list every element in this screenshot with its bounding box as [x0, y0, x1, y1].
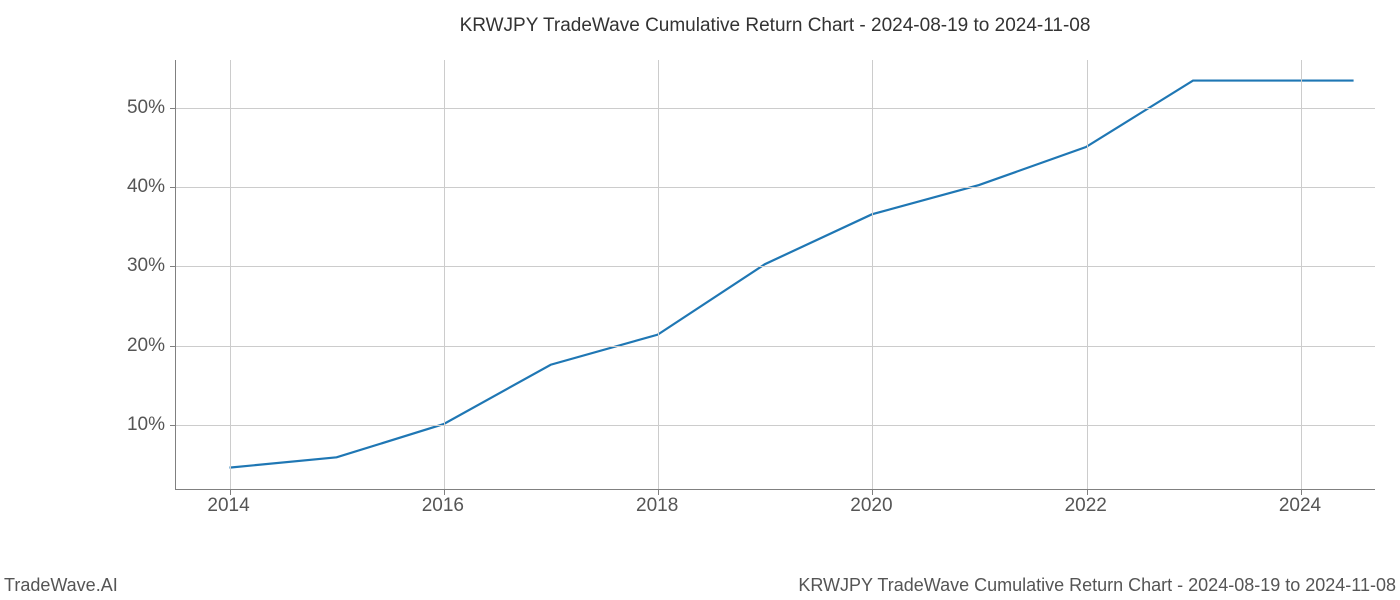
grid-line-vertical [230, 60, 231, 489]
grid-line-horizontal [176, 425, 1375, 426]
grid-line-horizontal [176, 266, 1375, 267]
grid-line-vertical [1087, 60, 1088, 489]
y-tick-label: 20% [105, 335, 165, 357]
chart-container: KRWJPY TradeWave Cumulative Return Chart… [175, 15, 1375, 545]
grid-line-vertical [658, 60, 659, 489]
x-tick-label: 2022 [1065, 495, 1107, 517]
y-tick-mark [170, 425, 176, 426]
grid-line-vertical [1301, 60, 1302, 489]
y-tick-label: 10% [105, 414, 165, 436]
y-tick-mark [170, 346, 176, 347]
grid-line-horizontal [176, 187, 1375, 188]
x-tick-label: 2024 [1279, 495, 1321, 517]
grid-line-vertical [444, 60, 445, 489]
y-tick-mark [170, 108, 176, 109]
grid-line-horizontal [176, 108, 1375, 109]
grid-line-horizontal [176, 346, 1375, 347]
footer-caption: KRWJPY TradeWave Cumulative Return Chart… [798, 575, 1396, 596]
x-tick-label: 2020 [850, 495, 892, 517]
grid-line-vertical [872, 60, 873, 489]
y-tick-mark [170, 266, 176, 267]
plot-area [175, 60, 1375, 490]
x-tick-label: 2018 [636, 495, 678, 517]
y-tick-label: 30% [105, 255, 165, 277]
y-tick-label: 50% [105, 97, 165, 119]
y-tick-label: 40% [105, 176, 165, 198]
chart-title: KRWJPY TradeWave Cumulative Return Chart… [175, 15, 1375, 37]
x-tick-label: 2016 [422, 495, 464, 517]
x-tick-label: 2014 [207, 495, 249, 517]
y-tick-mark [170, 187, 176, 188]
footer-brand: TradeWave.AI [4, 575, 118, 596]
